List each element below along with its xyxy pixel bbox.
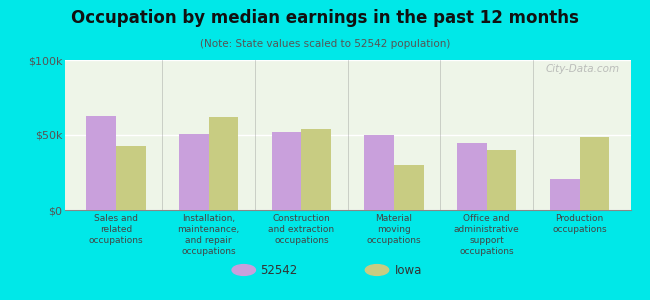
Bar <box>86 116 116 210</box>
Bar <box>179 134 209 210</box>
Bar <box>457 142 487 210</box>
Bar <box>272 132 302 210</box>
Bar <box>580 136 609 210</box>
Text: Iowa: Iowa <box>395 263 422 277</box>
Text: (Note: State values scaled to 52542 population): (Note: State values scaled to 52542 popu… <box>200 39 450 49</box>
Bar <box>550 178 580 210</box>
Bar <box>365 135 394 210</box>
Bar <box>394 165 424 210</box>
Text: Occupation by median earnings in the past 12 months: Occupation by median earnings in the pas… <box>71 9 579 27</box>
Bar <box>116 146 146 210</box>
Bar <box>209 117 239 210</box>
Text: 52542: 52542 <box>260 263 297 277</box>
Bar <box>302 129 331 210</box>
Text: City-Data.com: City-Data.com <box>545 64 619 74</box>
Bar <box>487 150 517 210</box>
